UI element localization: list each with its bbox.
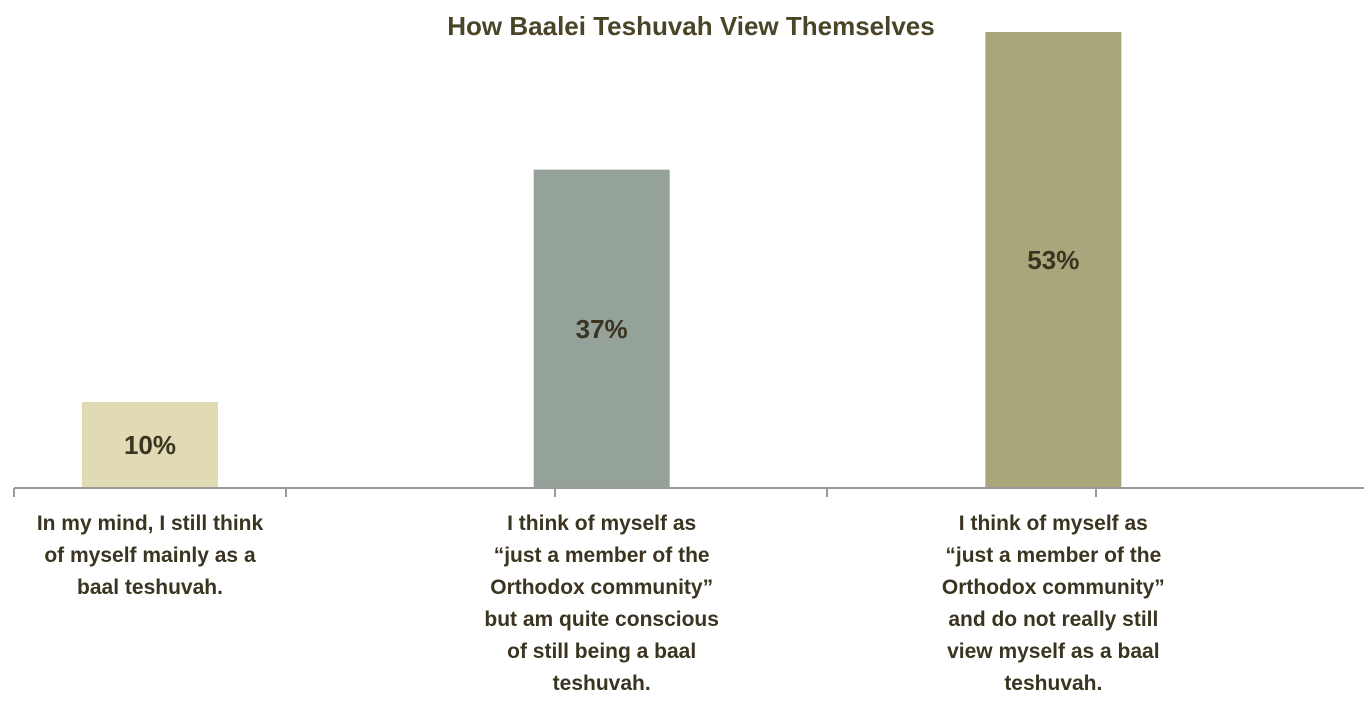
- category-label-1: In my mind, I still think of myself main…: [36, 512, 264, 599]
- data-label-1: 10%: [124, 430, 176, 460]
- data-label-2: 37%: [576, 314, 628, 344]
- bar-1: [82, 401, 218, 488]
- bar-3: [985, 32, 1122, 488]
- chart-title: How Baalei Teshuvah View Themselves: [447, 11, 934, 41]
- bars-group: 10% 37% 53%: [82, 32, 1122, 488]
- bar-2: [533, 169, 670, 488]
- x-axis: [13, 487, 1364, 497]
- category-label-3: I think of myself as “just a member of t…: [941, 512, 1165, 695]
- category-label-2: I think of myself as “just a member of t…: [484, 512, 719, 695]
- data-label-3: 53%: [1027, 245, 1079, 275]
